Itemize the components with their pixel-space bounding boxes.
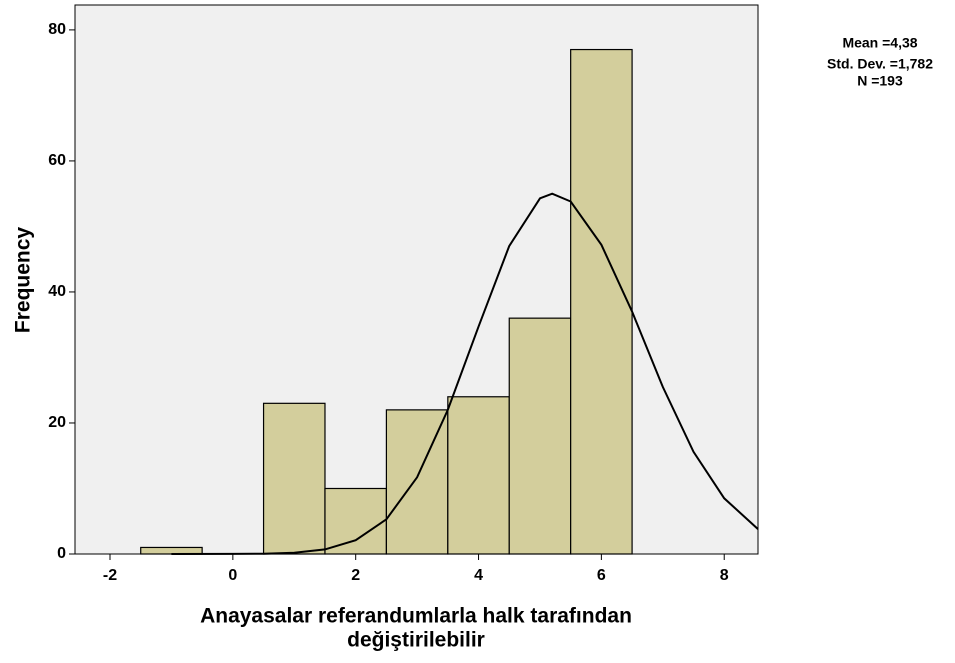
bar — [262, 402, 326, 555]
y-tick-label: 20 — [48, 414, 66, 431]
bar — [447, 396, 510, 555]
annotation: N =193 — [857, 73, 903, 89]
bar — [324, 487, 388, 555]
y-tick-label: 60 — [48, 152, 66, 169]
x-tick-label: 2 — [351, 567, 360, 584]
x-tick-label: 0 — [228, 567, 237, 584]
annotation: Std. Dev. =1,782 — [827, 56, 933, 72]
x-tick-label: -2 — [103, 567, 117, 584]
x-tick-label: 8 — [720, 567, 729, 584]
y-axis-label: Frequency — [12, 227, 35, 334]
bar — [508, 317, 572, 555]
y-tick-label: 80 — [48, 21, 66, 38]
x-axis-label: Anayasalar referandumlarla halk tarafınd… — [200, 605, 632, 628]
x-axis-label: değiştirilebilir — [347, 629, 485, 652]
normal-curve — [171, 192, 759, 555]
x-tick-label: 4 — [474, 567, 483, 584]
x-tick-label: 6 — [597, 567, 606, 584]
y-tick-label: 40 — [48, 283, 66, 300]
y-tick-label: 0 — [57, 545, 66, 562]
annotation: Mean =4,38 — [842, 35, 917, 51]
bar — [570, 48, 633, 555]
